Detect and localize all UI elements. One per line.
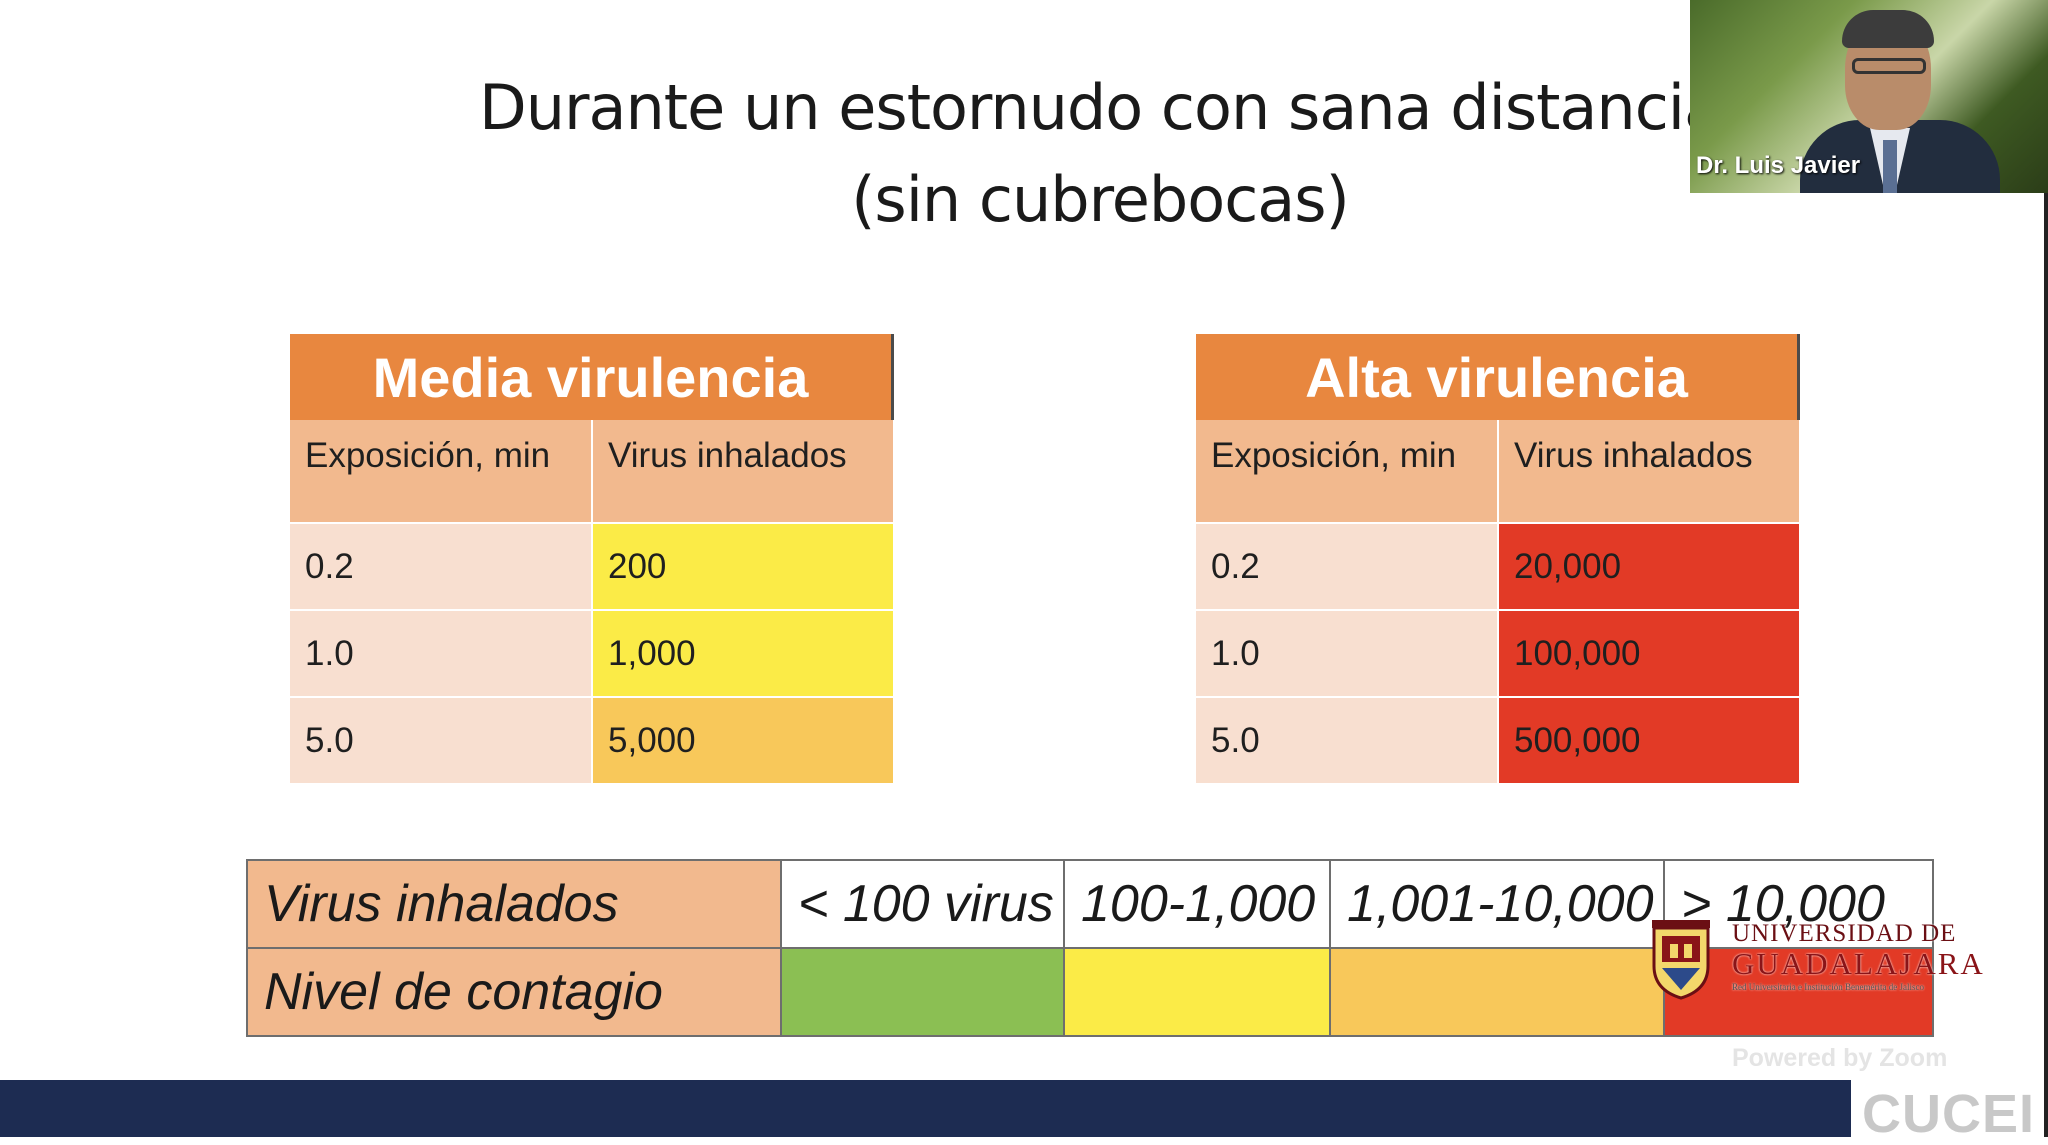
media-exposure-cell: 1.0 [290, 609, 593, 697]
table-row: 5.0 5,000 [290, 696, 893, 783]
contagion-legend-table: Virus inhalados < 100 virus 100-1,000 1,… [246, 859, 1934, 1037]
logo-line2: GUADALAJARA [1732, 946, 1985, 981]
legend-level-swatch-medium [1063, 947, 1331, 1037]
participant-glasses [1852, 58, 1926, 74]
table-row: 5.0 500,000 [1196, 696, 1799, 783]
table-row: 0.2 200 [290, 522, 893, 610]
alta-virulencia-table: Alta virulencia Exposición, min Virus in… [1196, 334, 1800, 783]
alta-virus-cell: 20,000 [1498, 522, 1799, 610]
logo-tagline: Red Universitaria e Institución Beneméri… [1732, 982, 1924, 992]
alta-exposure-cell: 5.0 [1196, 696, 1499, 783]
alta-exposure-cell: 1.0 [1196, 609, 1499, 697]
legend-level-swatch-low [780, 947, 1065, 1037]
media-virus-cell: 200 [592, 522, 893, 610]
slide-title-line2: (sin cubrebocas) [851, 163, 1350, 236]
legend-level-label: Nivel de contagio [246, 947, 782, 1037]
alta-virus-cell: 500,000 [1498, 696, 1799, 783]
legend-range: < 100 virus [780, 859, 1065, 949]
participant-name: Dr. Luis Javier [1696, 152, 1861, 179]
participant-hair [1842, 10, 1934, 48]
alta-exposure-cell: 0.2 [1196, 522, 1499, 610]
participant-tie [1883, 140, 1897, 193]
media-exposure-cell: 0.2 [290, 522, 593, 610]
participant-video-tile[interactable]: Dr. Luis Javier [1690, 0, 2048, 193]
university-logo: UNIVERSIDAD DE GUADALAJARA Red Universit… [1648, 918, 1983, 1002]
university-crest-icon [1652, 920, 1710, 1000]
slide-edge-divider [2044, 193, 2048, 1137]
slide-title-line1: Durante un estornudo con sana distancia [478, 71, 1722, 144]
alta-virus-cell: 100,000 [1498, 609, 1799, 697]
table-row: 0.2 20,000 [1196, 522, 1799, 610]
cucei-watermark: CUCEI [1862, 1084, 2036, 1144]
media-col-virus: Virus inhalados [592, 420, 893, 523]
media-virulencia-table: Media virulencia Exposición, min Virus i… [290, 334, 894, 783]
legend-range: 1,001-10,000 [1329, 859, 1665, 949]
legend-range: 100-1,000 [1063, 859, 1331, 949]
legend-level-swatch-high [1329, 947, 1665, 1037]
alta-col-virus: Virus inhalados [1498, 420, 1799, 523]
table-row: 1.0 1,000 [290, 609, 893, 697]
alta-col-exposure: Exposición, min [1196, 420, 1499, 523]
legend-virus-label: Virus inhalados [246, 859, 782, 949]
media-table-title: Media virulencia [290, 334, 894, 420]
logo-line1: UNIVERSIDAD DE [1732, 920, 1957, 947]
table-row: 1.0 100,000 [1196, 609, 1799, 697]
media-exposure-cell: 5.0 [290, 696, 593, 783]
alta-table-title: Alta virulencia [1196, 334, 1800, 420]
media-virus-cell: 1,000 [592, 609, 893, 697]
footer-bar [0, 1080, 1851, 1137]
media-virus-cell: 5,000 [592, 696, 893, 783]
media-col-exposure: Exposición, min [290, 420, 593, 523]
zoom-watermark: Powered by Zoom [1732, 1044, 1948, 1072]
slide-title: Durante un estornudo con sana distancia … [400, 62, 1800, 246]
